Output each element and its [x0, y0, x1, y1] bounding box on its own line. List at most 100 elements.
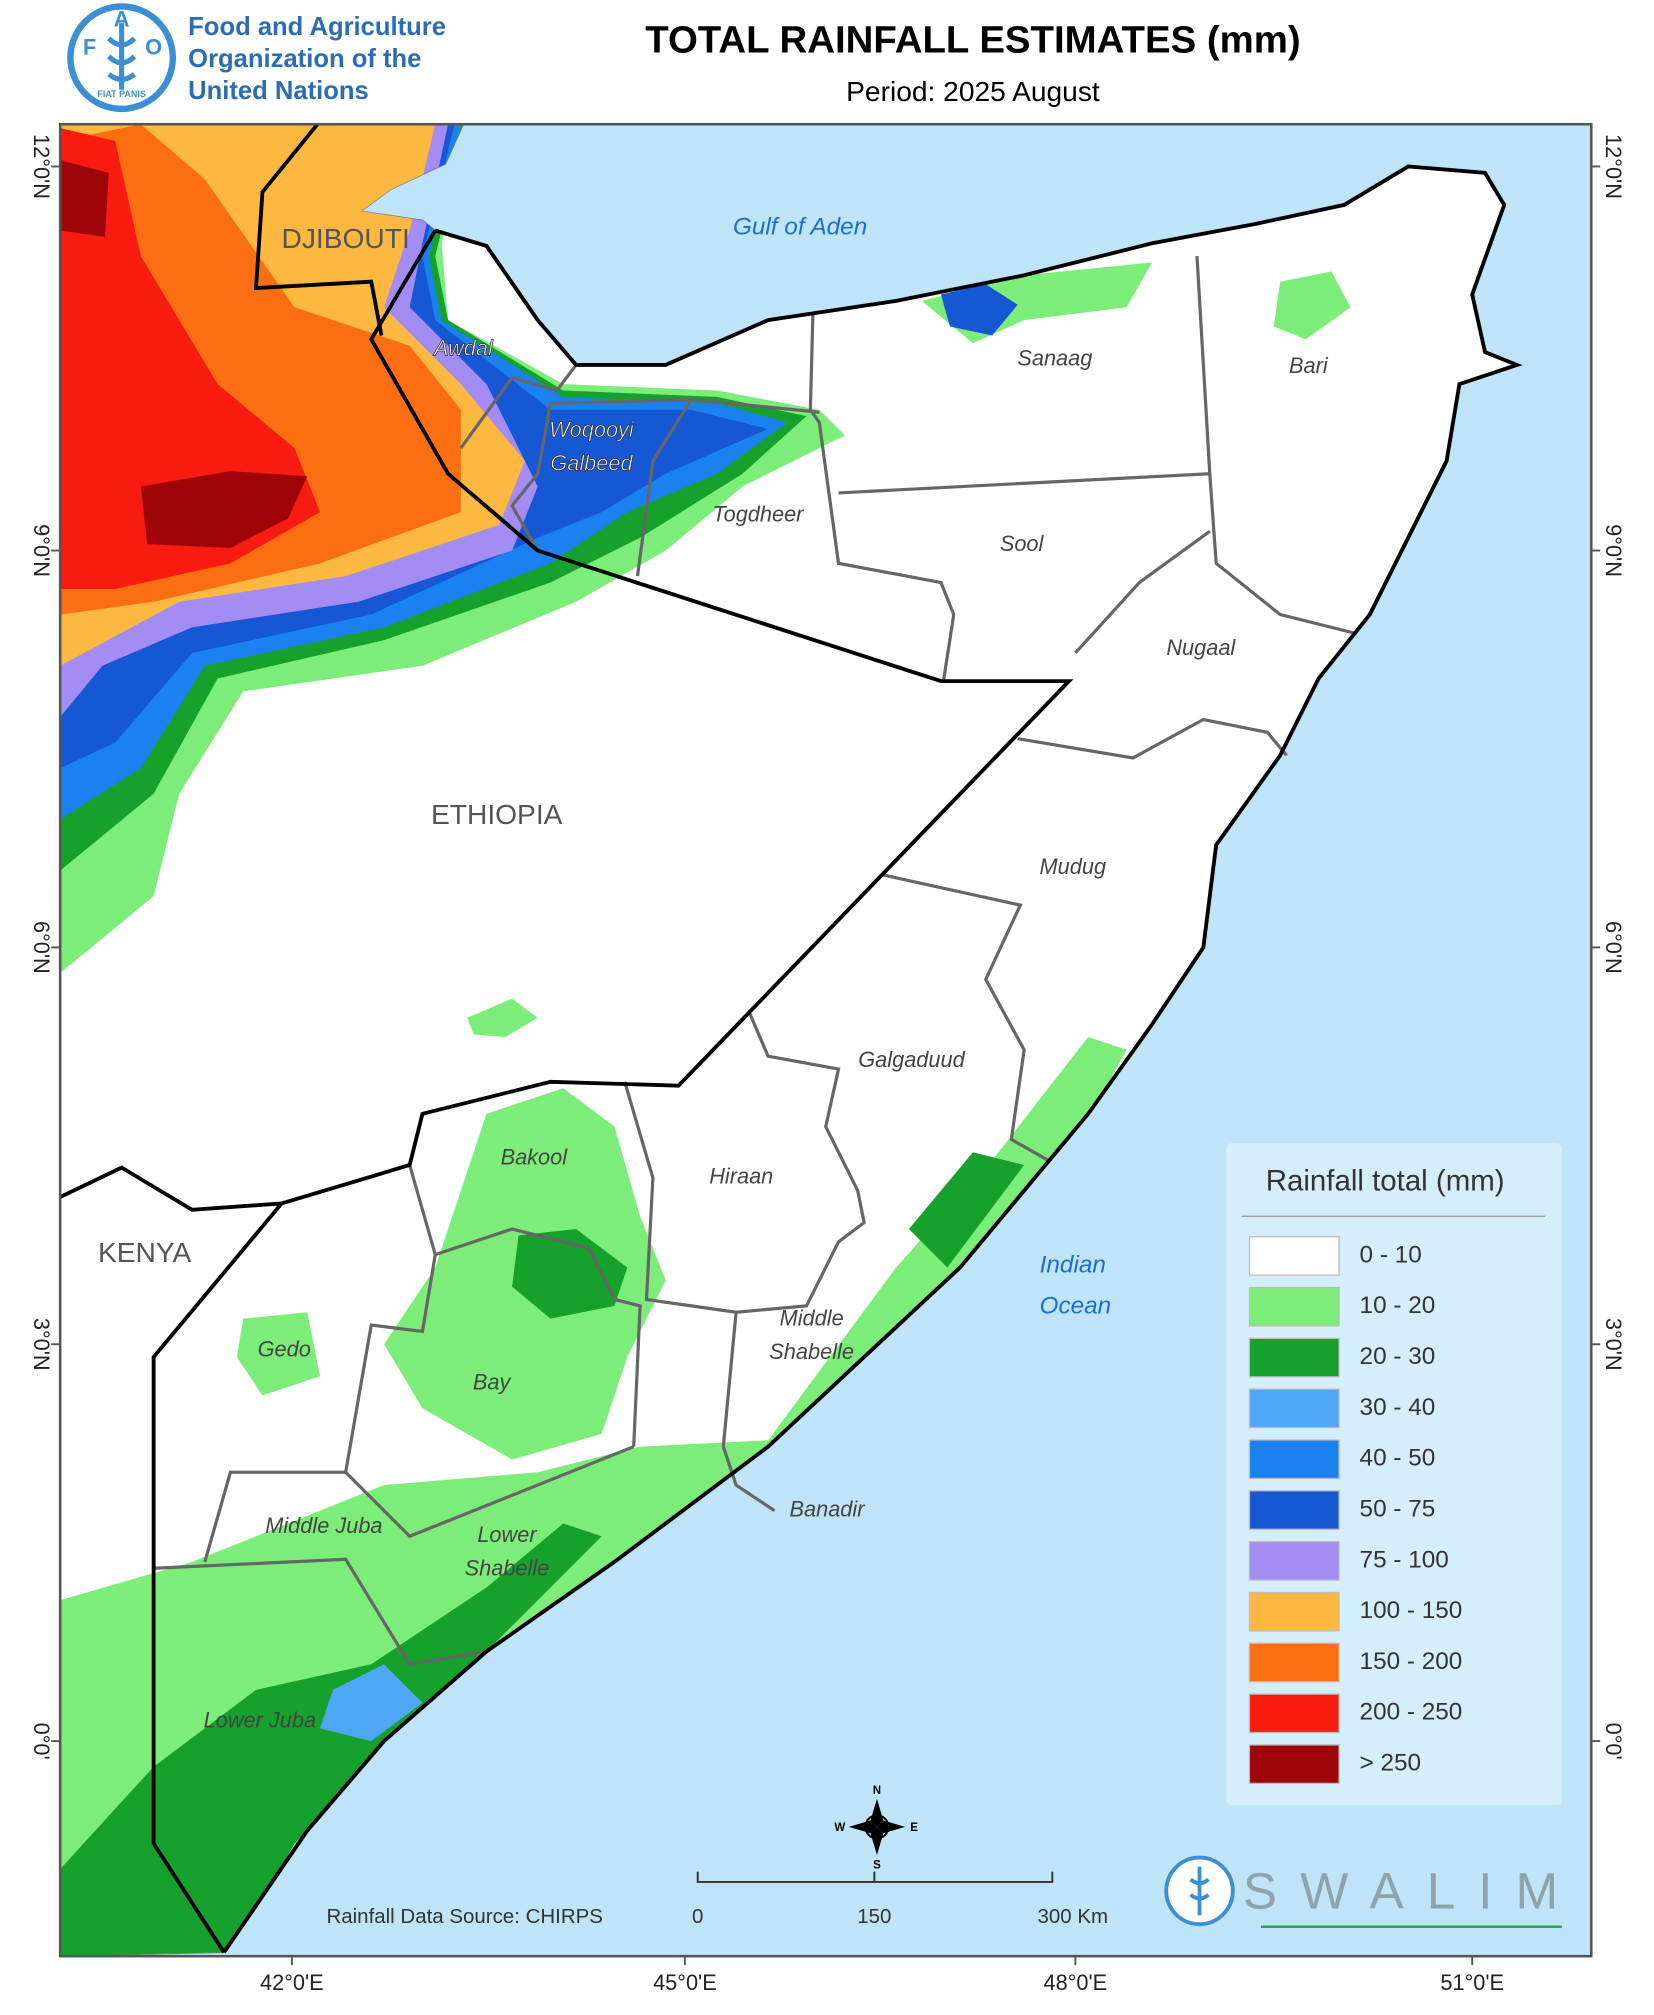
fao-small-wheat: [1189, 1866, 1210, 1916]
region-label: Hiraan: [709, 1164, 773, 1189]
compass-ring: [864, 1814, 890, 1840]
logo-wheat: [107, 23, 137, 90]
compass-point: [876, 1820, 906, 1834]
org-line: United Nations: [188, 77, 369, 105]
region-label: Lower: [477, 1522, 537, 1547]
legend-label: > 250: [1360, 1750, 1422, 1777]
region-borders: [153, 255, 1358, 1667]
lon-label: 45°0'E: [653, 1970, 717, 1995]
djibouti-border: [253, 124, 384, 336]
legend-swatch: [1248, 1286, 1340, 1327]
region-label: Shabelle: [465, 1555, 550, 1580]
legend-label: 0 - 10: [1360, 1241, 1422, 1268]
banadir-leader: [721, 1446, 776, 1513]
region-label: Woqooyi: [549, 417, 635, 442]
region-border: [1074, 530, 1211, 655]
rain-over-250: [60, 160, 109, 237]
legend-swatch: [1248, 1541, 1340, 1581]
lon-label: 42°0'E: [260, 1970, 324, 1995]
legend-swatch: [1248, 1693, 1340, 1734]
legend-label: 150 - 200: [1360, 1648, 1463, 1675]
scale-label: 150: [857, 1905, 891, 1928]
region-label: Sanaag: [1017, 346, 1092, 371]
kenya-ethiopia-border: [60, 1165, 282, 1212]
legend-label: 40 - 50: [1360, 1445, 1436, 1472]
legend-label: 75 - 100: [1360, 1546, 1449, 1573]
brand: SWALIM: [1243, 1862, 1581, 1919]
region-label: Nugaal: [1166, 635, 1236, 660]
legend-swatch: [1248, 1490, 1340, 1530]
rain-10-20: [236, 1312, 321, 1396]
lon-label: 48°0'E: [1044, 1970, 1108, 1995]
compass-letter: W: [834, 1822, 845, 1834]
title: TOTAL RAINFALL ESTIMATES (mm): [645, 18, 1301, 61]
compass-point: [870, 1798, 884, 1827]
region-label: Gedo: [258, 1336, 311, 1361]
region-label: Bakool: [501, 1144, 569, 1169]
region-border: [635, 398, 693, 577]
map-frame: [58, 122, 1593, 1958]
region-label: Sool: [1000, 531, 1045, 556]
legend-swatch: [1248, 1236, 1340, 1276]
rain-20-30: [908, 1152, 1025, 1268]
somalia-coast: [222, 164, 1523, 1954]
lon-label: 51°0'E: [1440, 1970, 1504, 1995]
legend-label: 200 - 250: [1360, 1699, 1463, 1726]
region-label: Galbeed: [550, 451, 633, 476]
rain-50-75: [940, 284, 1018, 336]
compass: N E S W: [834, 1785, 918, 1871]
lat-label: 3°0'N: [29, 1318, 54, 1371]
lat-label: 3°0'N: [1601, 1318, 1626, 1371]
rainfall-surface: [60, 124, 1351, 1957]
map-body: [60, 124, 1592, 1957]
water-label: Ocean: [1040, 1293, 1112, 1320]
rain-20-30: [60, 1523, 602, 1957]
lat-label: 12°0'N: [1601, 134, 1626, 199]
scale-label: 300 Km: [1038, 1905, 1109, 1928]
legend-title: Rainfall total (mm): [1266, 1165, 1505, 1198]
org-name: Food and Agriculture Organization of the…: [188, 13, 446, 105]
logo-motto: FIAT PANIS: [97, 89, 145, 99]
water-label: Gulf of Aden: [733, 213, 867, 240]
data-source: Rainfall Data Source: CHIRPS: [326, 1905, 602, 1928]
somalia-land-border: [151, 229, 1074, 1954]
compass-letter: S: [873, 1859, 881, 1871]
map-labels: DJIBOUTI ETHIOPIA KENYA Gulf of Aden Indian O…: [29, 134, 1626, 1995]
legend-items: 0 - 10 10 - 20 20 - 30 30 - 40 40 - 50 50 - 7…: [1248, 1236, 1463, 1784]
legend-label: 30 - 40: [1360, 1394, 1436, 1421]
scale-bar: 0 150 300 Km: [692, 1871, 1109, 1928]
legend-swatch: [1248, 1744, 1340, 1784]
region-border: [880, 872, 1051, 1163]
compass-letter: E: [910, 1822, 918, 1834]
compass-point: [848, 1820, 877, 1834]
lat-label: 9°0'N: [1601, 524, 1626, 577]
legend-label: 50 - 75: [1360, 1495, 1436, 1522]
region-label: Mudug: [1040, 854, 1107, 879]
region-border: [153, 1557, 487, 1667]
region-label: Middle: [780, 1306, 844, 1331]
water-label: Indian: [1040, 1252, 1106, 1279]
region-label: Shabelle: [769, 1339, 854, 1364]
lat-label: 0°0': [29, 1723, 54, 1760]
legend-swatch: [1248, 1439, 1340, 1480]
legend-label: 10 - 20: [1360, 1292, 1436, 1319]
compass-letter: N: [873, 1785, 881, 1797]
region-border: [1208, 473, 1358, 636]
region-label: Middle Juba: [265, 1513, 382, 1538]
region-label: Lower Juba: [204, 1708, 316, 1733]
region-label: Galgaduud: [858, 1047, 965, 1072]
region-label: Bay: [473, 1370, 512, 1395]
logo-letters: F A O FIAT PANIS: [83, 6, 162, 99]
legend-swatch: [1248, 1642, 1340, 1683]
lat-label: 9°0'N: [29, 524, 54, 577]
org-line: Organization of the: [188, 45, 421, 73]
region-border: [510, 397, 820, 552]
logo-letter: A: [114, 6, 130, 31]
region-border: [459, 363, 578, 450]
region-label: Togdheer: [712, 502, 804, 527]
swalim-logo: SWALIM: [1164, 1855, 1581, 1929]
rain-over-250: [140, 471, 308, 548]
region-border: [721, 1010, 866, 1447]
